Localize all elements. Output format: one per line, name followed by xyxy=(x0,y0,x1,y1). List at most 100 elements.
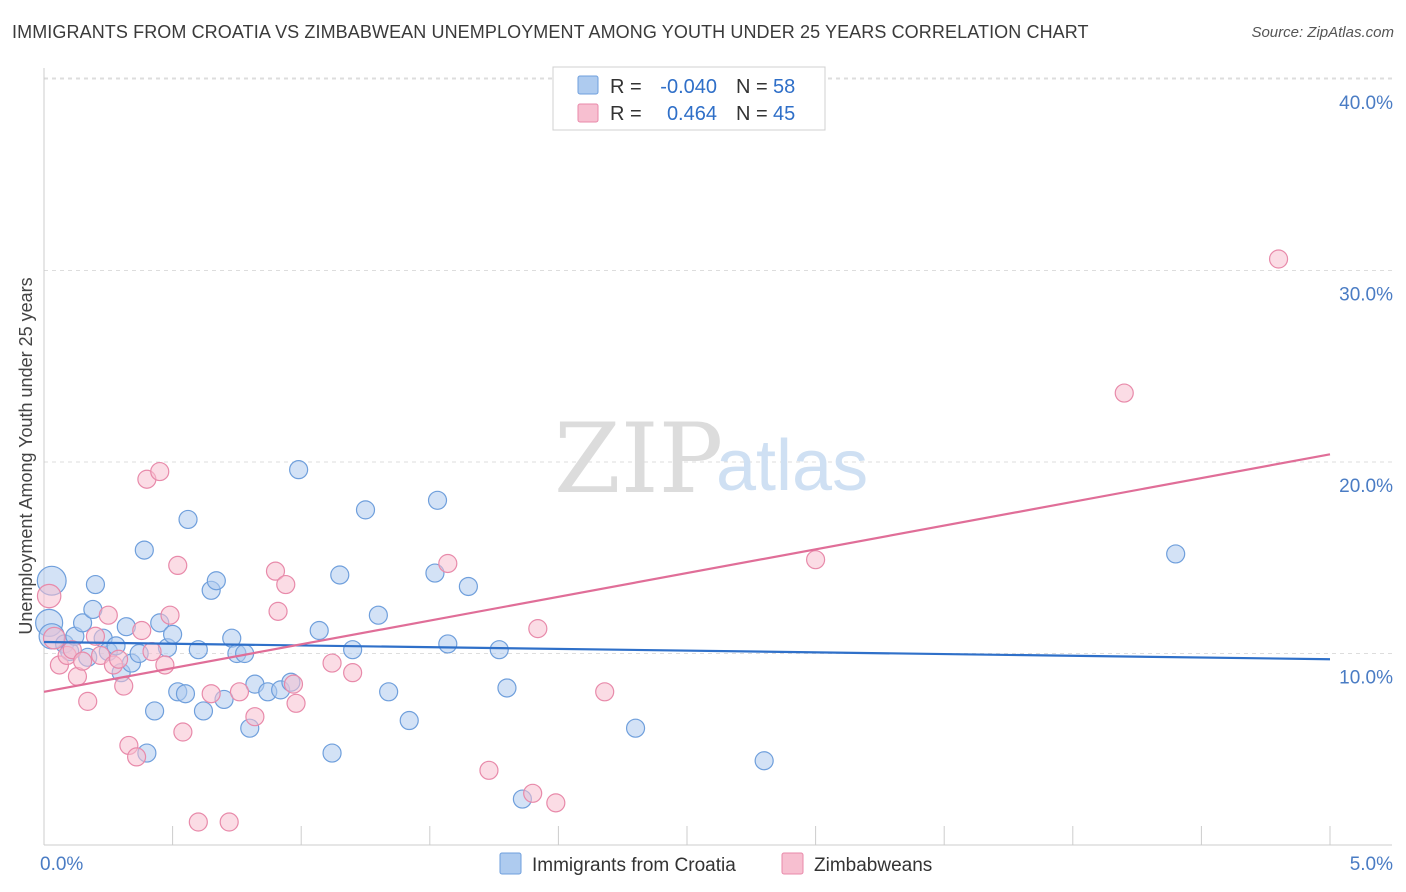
data-point xyxy=(1268,249,1289,269)
series-legend: Immigrants from Croatia Zimbabweans xyxy=(499,852,932,876)
data-point xyxy=(343,640,363,660)
data-point xyxy=(175,684,196,704)
data-point xyxy=(368,605,388,625)
data-point xyxy=(425,563,445,583)
chart-source: Source: ZipAtlas.com xyxy=(1251,24,1394,41)
axes xyxy=(43,68,1392,846)
data-point xyxy=(286,693,306,713)
legend-r-label-croatia: R = xyxy=(610,76,642,98)
data-point xyxy=(1114,383,1134,403)
data-point xyxy=(72,651,93,671)
data-point xyxy=(108,649,129,669)
data-point xyxy=(78,691,98,711)
legend-n-value-croatia: 58 xyxy=(773,76,795,98)
data-point xyxy=(173,722,193,742)
data-point xyxy=(343,663,363,683)
y-tick-label-3: 40.0% xyxy=(1339,93,1393,114)
data-point xyxy=(438,634,458,654)
legend-n-label-zimbabwe: N = xyxy=(736,103,768,125)
data-point xyxy=(489,640,509,660)
data-point xyxy=(98,605,118,625)
data-point xyxy=(289,460,309,480)
data-point xyxy=(160,605,180,625)
data-point xyxy=(193,701,214,721)
legend-r-label-zimbabwe: R = xyxy=(610,103,642,125)
data-point xyxy=(126,747,147,767)
legend-r-value-croatia: -0.040 xyxy=(660,76,717,98)
data-point xyxy=(178,509,198,530)
data-point xyxy=(42,626,66,650)
data-point xyxy=(85,626,106,646)
data-point xyxy=(309,620,329,641)
data-point xyxy=(276,574,296,595)
bottom-legend-swatch-zimbabwe xyxy=(781,852,804,875)
x-tick-label-0: 0.0% xyxy=(40,854,83,875)
data-point xyxy=(546,793,566,813)
data-point xyxy=(438,553,458,574)
data-point xyxy=(188,812,208,832)
data-point xyxy=(427,490,448,510)
watermark: ZIP atlas xyxy=(554,403,868,515)
data-point xyxy=(458,576,478,597)
data-point xyxy=(150,461,170,482)
x-tick-label-1: 5.0% xyxy=(1350,854,1393,875)
data-point xyxy=(268,601,288,621)
trend-lines xyxy=(43,453,1331,693)
data-point xyxy=(36,583,62,609)
legend-r-value-zimbabwe: 0.464 xyxy=(667,103,717,125)
y-tick-label-2: 30.0% xyxy=(1339,285,1393,306)
data-point xyxy=(595,682,615,702)
bottom-legend-label-croatia: Immigrants from Croatia xyxy=(532,855,736,876)
bottom-legend-label-zimbabwe: Zimbabweans xyxy=(814,855,932,876)
data-point xyxy=(265,561,286,581)
data-point xyxy=(805,550,826,570)
y-axis-label: Unemployment Among Youth under 25 years xyxy=(16,277,36,634)
data-point xyxy=(85,574,106,595)
data-point xyxy=(355,500,376,520)
data-point xyxy=(132,620,152,641)
data-points xyxy=(35,249,1289,832)
trend-line-zimbabwe xyxy=(43,453,1331,693)
data-point xyxy=(219,812,239,832)
legend-n-value-zimbabwe: 45 xyxy=(773,103,795,125)
y-tick-label-1: 20.0% xyxy=(1339,476,1393,497)
data-point xyxy=(322,653,342,673)
data-point xyxy=(72,613,93,633)
x-tick-labels: 0.0% 5.0% xyxy=(40,854,1393,875)
data-point xyxy=(201,684,221,704)
data-point xyxy=(1166,544,1186,564)
correlation-legend: R = -0.040 N = 58 R = 0.464 N = 45 xyxy=(552,66,826,131)
data-point xyxy=(528,619,548,639)
data-point xyxy=(497,678,517,698)
data-point xyxy=(168,555,188,576)
grid-lines xyxy=(44,77,1392,845)
trend-line-croatia xyxy=(43,640,1331,661)
data-point xyxy=(399,710,419,731)
data-point xyxy=(144,701,165,721)
data-point xyxy=(330,565,350,585)
data-point xyxy=(322,743,342,763)
data-point xyxy=(283,674,304,694)
data-point xyxy=(163,624,183,644)
data-point xyxy=(379,682,399,702)
data-point xyxy=(754,751,774,771)
data-point xyxy=(625,718,646,738)
data-point xyxy=(90,645,111,666)
data-point xyxy=(479,760,499,780)
watermark-zip: ZIP xyxy=(554,403,723,515)
chart-title: IMMIGRANTS FROM CROATIA VS ZIMBABWEAN UN… xyxy=(12,22,1089,42)
data-point xyxy=(523,783,543,803)
legend-swatch-croatia xyxy=(577,75,599,95)
series-1-points xyxy=(36,249,1289,832)
bottom-legend-swatch-croatia xyxy=(499,852,522,875)
data-point xyxy=(134,540,154,560)
y-tick-labels: 10.0% 20.0% 30.0% 40.0% xyxy=(1339,93,1393,689)
watermark-atlas: atlas xyxy=(716,426,868,506)
data-point xyxy=(245,707,265,727)
data-point xyxy=(229,682,250,702)
legend-swatch-zimbabwe xyxy=(577,103,599,123)
data-point xyxy=(142,641,162,662)
legend-n-label-croatia: N = xyxy=(736,76,768,98)
y-tick-label-0: 10.0% xyxy=(1339,668,1393,689)
